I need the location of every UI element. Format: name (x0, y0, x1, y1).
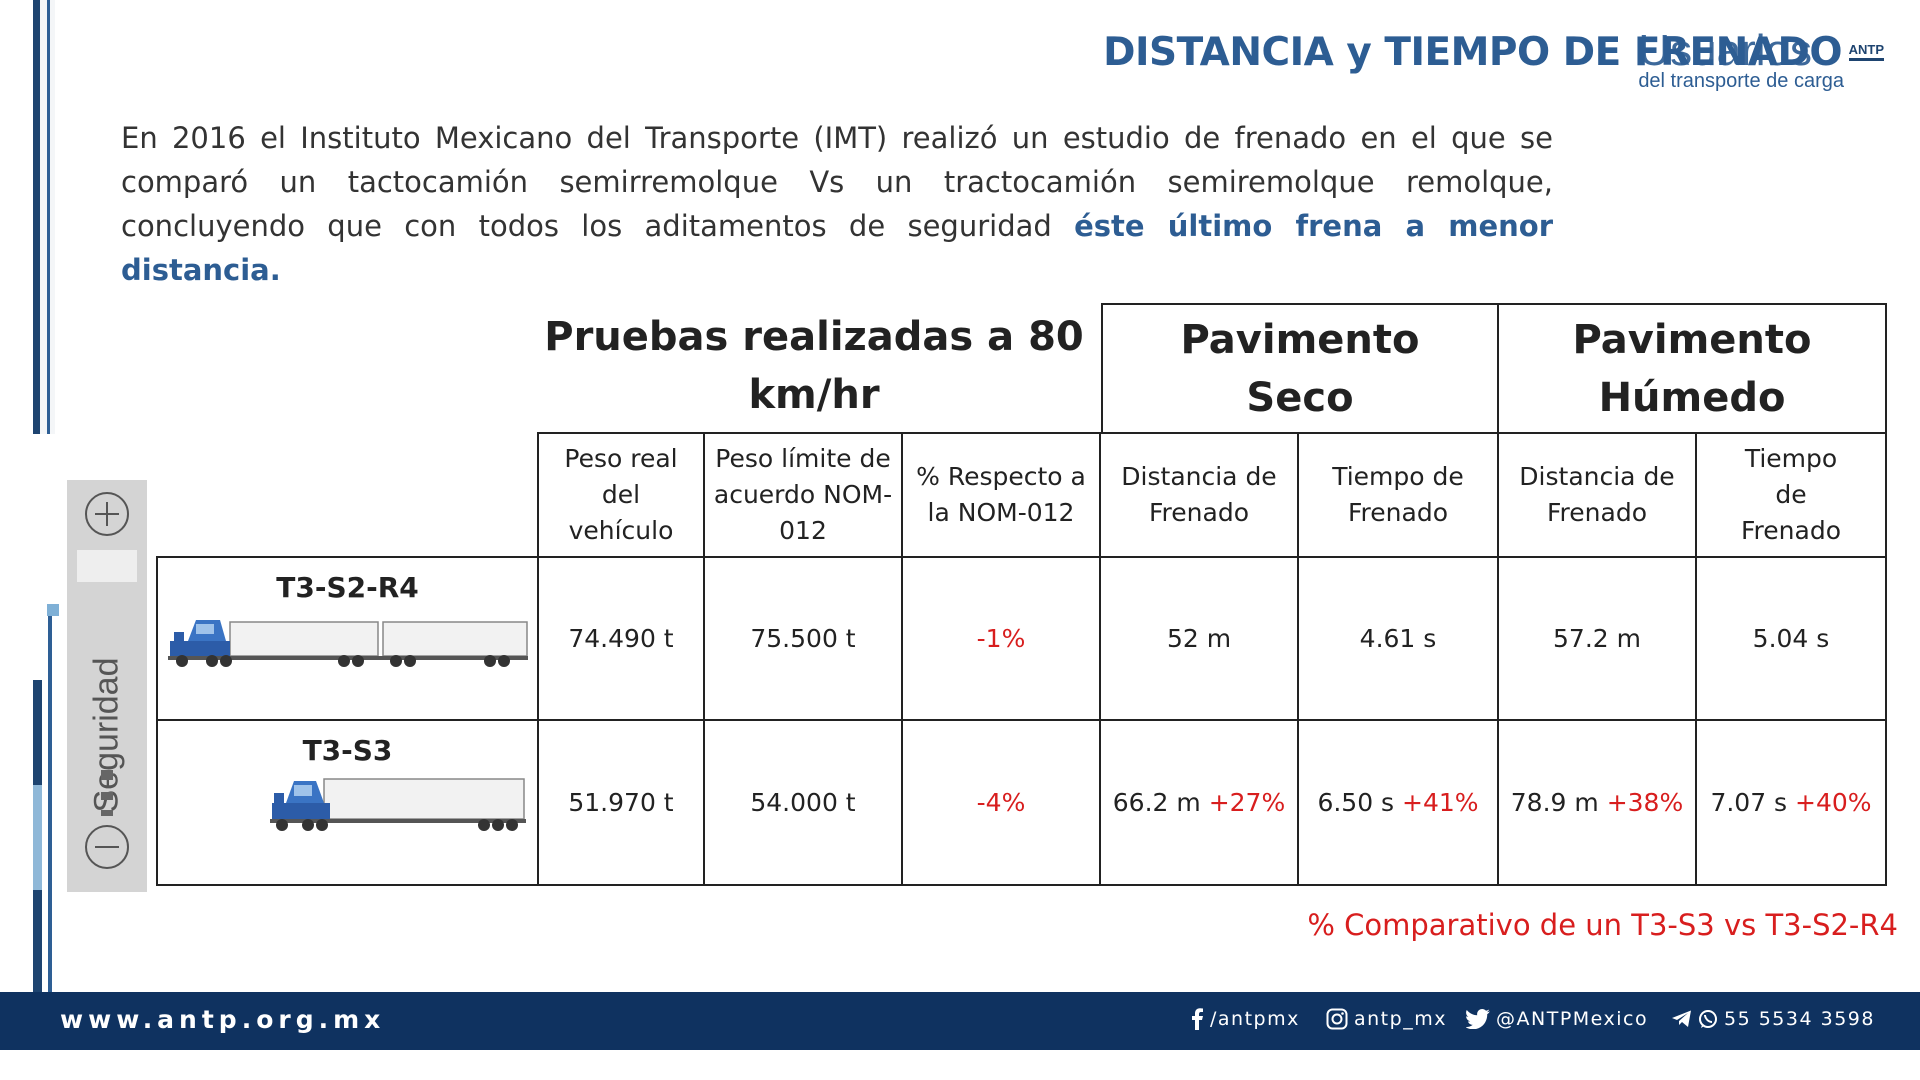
table-cell: 52 m (1099, 556, 1299, 721)
value: 78.9 m (1510, 787, 1599, 817)
table-cell: 75.500 t (703, 556, 903, 721)
table-footnote: % Comparativo de un T3-S3 vs T3-S2-R4 (1307, 908, 1898, 942)
column-header: % Respecto a la NOM-012 (901, 432, 1101, 558)
table-cell: 57.2 m (1497, 556, 1697, 721)
brand-word: Usuarios (1638, 26, 1812, 75)
left-accent-bar-thin (47, 0, 50, 434)
value: 5.04 s (1752, 623, 1830, 653)
instagram-icon (1326, 1008, 1348, 1030)
value: 52 m (1166, 623, 1232, 653)
column-header: Distancia de Frenado (1497, 432, 1697, 558)
left-accent-dot (47, 604, 59, 616)
table-cell: 6.50 s +41% (1297, 719, 1499, 886)
group-header-wet: Pavimento Húmedo (1497, 303, 1887, 434)
left-accent-bar-bottom-light (33, 785, 42, 890)
value: 7.07 s (1710, 787, 1788, 817)
table-cell: 74.490 t (537, 556, 705, 721)
left-accent-bar-bottom-thin (48, 615, 52, 992)
table-cell: -1% (901, 556, 1101, 721)
truck-name: T3-S3 (302, 734, 393, 767)
scale-label: Seguridad (87, 657, 126, 813)
brand-subtitle: del transporte de carga (1638, 70, 1844, 92)
single-trailer-truck-icon (269, 778, 526, 831)
safety-scale: Seguridad (67, 480, 147, 892)
table-cell: 54.000 t (703, 719, 903, 886)
brand-logo: Usuarios del transporte de carga ANTP (1638, 26, 1884, 94)
phone-number: 55 5534 3598 (1724, 1008, 1875, 1030)
footer: www.antp.org.mx /antpmx antp_mx @ANTPMex… (0, 992, 1920, 1050)
table-cell: 66.2 m +27% (1099, 719, 1299, 886)
scale-tick (101, 810, 113, 816)
footer-instagram[interactable]: antp_mx (1326, 1008, 1447, 1030)
table-title: Pruebas realizadas a 80 km/hr (544, 314, 1084, 418)
truck-name: T3-S2-R4 (276, 571, 419, 604)
footer-url[interactable]: www.antp.org.mx (60, 1005, 386, 1034)
value: 66.2 m (1112, 787, 1201, 817)
value: 4.61 s (1359, 623, 1437, 653)
footer-phone[interactable]: 55 5534 3598 (1672, 1008, 1875, 1030)
delta: +27% (1208, 787, 1286, 817)
intro-text: En 2016 el Instituto Mexicano del Transp… (121, 121, 1553, 243)
instagram-handle: antp_mx (1354, 1008, 1447, 1030)
group-header-dry: Pavimento Seco (1101, 303, 1499, 434)
delta: +38% (1606, 787, 1684, 817)
twitter-icon (1466, 1009, 1490, 1029)
table-cell: 5.04 s (1695, 556, 1887, 721)
double-trailer-truck-icon (167, 620, 528, 667)
left-accent-bar-top (33, 0, 40, 434)
column-header: Tiempo de Frenado (1297, 432, 1499, 558)
table-cell: 7.07 s +40% (1695, 719, 1887, 886)
scale-band (77, 550, 137, 582)
table-cell: 78.9 m +38% (1497, 719, 1697, 886)
plus-circle-icon (85, 492, 129, 536)
intro-paragraph: En 2016 el Instituto Mexicano del Transp… (121, 116, 1553, 292)
intro-highlight: éste último frena a menor distancia. (121, 209, 1553, 287)
table-cell: -4% (901, 719, 1101, 886)
value: 6.50 s (1317, 787, 1395, 817)
telegram-icon (1672, 1010, 1691, 1027)
value: 57.2 m (1553, 623, 1641, 653)
page-title: DISTANCIA y TIEMPO DE FRENADO (1103, 30, 1842, 75)
column-header: Tiempo de Frenado (1695, 432, 1887, 558)
table-cell: 51.970 t (537, 719, 705, 886)
facebook-handle: /antpmx (1210, 1008, 1300, 1030)
column-header: Peso real del vehículo (537, 432, 705, 558)
column-header: Distancia de Frenado (1099, 432, 1299, 558)
twitter-handle: @ANTPMexico (1496, 1008, 1649, 1030)
antp-logo: ANTP (1848, 42, 1884, 61)
scale-tick (101, 792, 113, 800)
delta: +41% (1402, 787, 1479, 817)
table-row-label: T3-S3 (156, 719, 539, 886)
footer-facebook[interactable]: /antpmx (1190, 1008, 1300, 1030)
table-row-label: T3-S2-R4 (156, 556, 539, 721)
scale-tick (101, 770, 113, 780)
delta: +40% (1795, 787, 1872, 817)
minus-circle-icon (85, 825, 129, 869)
whatsapp-icon (1699, 1010, 1717, 1028)
facebook-icon (1192, 1008, 1203, 1030)
table-cell: 4.61 s (1297, 556, 1499, 721)
footer-twitter[interactable]: @ANTPMexico (1466, 1008, 1648, 1030)
column-header: Peso límite de acuerdo NOM-012 (703, 432, 903, 558)
